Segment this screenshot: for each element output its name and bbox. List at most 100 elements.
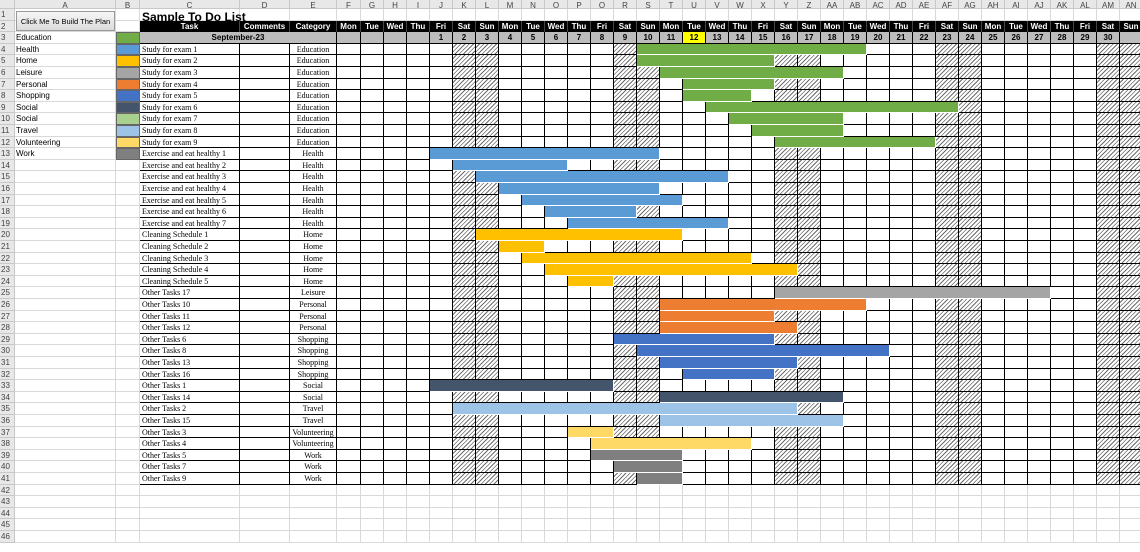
weekend-cell[interactable] <box>1097 206 1120 218</box>
weekend-cell[interactable] <box>936 113 959 125</box>
day-cell[interactable] <box>361 171 384 183</box>
grid-cell[interactable] <box>660 496 683 508</box>
day-cell[interactable] <box>591 241 614 253</box>
day-cell[interactable] <box>384 55 407 67</box>
day-cell[interactable] <box>337 438 361 450</box>
weekend-cell[interactable] <box>1120 426 1140 439</box>
row-header[interactable]: 43 <box>0 496 15 508</box>
day-cell[interactable] <box>1051 78 1074 91</box>
day-cell[interactable] <box>337 345 361 357</box>
task-comment[interactable] <box>240 43 290 56</box>
day-cell[interactable] <box>683 287 706 299</box>
column-header[interactable]: AE <box>913 0 936 9</box>
day-cell[interactable] <box>1074 287 1097 299</box>
day-cell[interactable] <box>1028 345 1051 357</box>
day-cell[interactable] <box>1005 183 1028 195</box>
grid-cell[interactable] <box>290 507 337 520</box>
grid-cell[interactable] <box>15 345 116 357</box>
grid-cell[interactable] <box>116 194 140 207</box>
day-cell[interactable] <box>407 287 430 299</box>
weekend-cell[interactable] <box>476 113 499 125</box>
day-cell[interactable] <box>568 55 591 67</box>
weekend-cell[interactable] <box>453 473 476 485</box>
weekend-cell[interactable] <box>1120 322 1140 334</box>
day-cell[interactable] <box>821 78 844 91</box>
day-cell[interactable] <box>407 171 430 183</box>
weekend-cell[interactable] <box>1097 148 1120 160</box>
task-name[interactable]: Exercise and eat healthy 7 <box>140 217 240 230</box>
grid-cell[interactable] <box>15 322 116 334</box>
day-cell[interactable] <box>407 449 430 462</box>
weekend-cell[interactable] <box>936 403 959 415</box>
grid-cell[interactable] <box>140 519 240 531</box>
day-cell[interactable] <box>982 101 1005 114</box>
day-cell[interactable] <box>913 229 936 241</box>
weekend-cell[interactable] <box>1120 90 1140 102</box>
day-cell[interactable] <box>591 55 614 67</box>
weekend-cell[interactable] <box>959 357 982 369</box>
weekend-cell[interactable] <box>637 159 660 172</box>
task-comment[interactable] <box>240 78 290 91</box>
grid-cell[interactable] <box>591 519 614 531</box>
day-cell[interactable] <box>1051 252 1074 265</box>
grid-cell[interactable] <box>660 531 683 543</box>
day-cell[interactable] <box>913 310 936 323</box>
task-name[interactable]: Other Tasks 4 <box>140 438 240 450</box>
grid-cell[interactable] <box>15 426 116 439</box>
grid-cell[interactable] <box>1051 507 1074 520</box>
grid-cell[interactable] <box>116 20 140 33</box>
day-cell[interactable] <box>545 449 568 462</box>
grid-cell[interactable] <box>15 217 116 230</box>
weekend-cell[interactable] <box>1097 194 1120 207</box>
weekend-cell[interactable] <box>936 217 959 230</box>
grid-cell[interactable] <box>15 496 116 508</box>
day-cell[interactable] <box>1051 299 1074 311</box>
day-cell[interactable] <box>1051 415 1074 427</box>
day-cell[interactable] <box>752 194 775 207</box>
grid-cell[interactable] <box>591 9 614 21</box>
weekend-cell[interactable] <box>959 345 982 357</box>
day-cell[interactable] <box>844 55 867 67</box>
grid-cell[interactable] <box>1074 519 1097 531</box>
day-cell[interactable] <box>1051 171 1074 183</box>
task-comment[interactable] <box>240 171 290 183</box>
day-cell[interactable] <box>1005 438 1028 450</box>
task-comment[interactable] <box>240 426 290 439</box>
weekend-cell[interactable] <box>1120 333 1140 346</box>
day-cell[interactable] <box>1005 322 1028 334</box>
day-cell[interactable] <box>407 101 430 114</box>
grid-cell[interactable] <box>890 9 913 21</box>
task-category[interactable]: Home <box>290 229 337 241</box>
day-cell[interactable] <box>1028 299 1051 311</box>
day-cell[interactable] <box>890 252 913 265</box>
day-cell[interactable] <box>1028 206 1051 218</box>
day-cell[interactable] <box>660 136 683 149</box>
day-cell[interactable] <box>844 241 867 253</box>
column-header[interactable]: P <box>568 0 591 9</box>
weekend-cell[interactable] <box>453 438 476 450</box>
day-cell[interactable] <box>1028 90 1051 102</box>
weekend-cell[interactable] <box>1120 78 1140 91</box>
category-legend-label[interactable]: Shopping <box>16 90 116 102</box>
day-cell[interactable] <box>1074 136 1097 149</box>
weekend-cell[interactable] <box>1097 449 1120 462</box>
day-cell[interactable] <box>337 171 361 183</box>
row-header[interactable]: 26 <box>0 299 15 311</box>
column-header[interactable]: A <box>15 0 116 9</box>
day-cell[interactable] <box>1051 275 1074 288</box>
day-cell[interactable] <box>499 136 522 149</box>
day-cell[interactable] <box>1005 217 1028 230</box>
day-cell[interactable] <box>430 264 453 276</box>
weekend-cell[interactable] <box>798 449 821 462</box>
grid-cell[interactable] <box>729 519 752 531</box>
day-cell[interactable] <box>867 333 890 346</box>
day-cell[interactable] <box>430 43 453 56</box>
day-cell[interactable] <box>752 287 775 299</box>
grid-cell[interactable] <box>15 484 116 497</box>
day-cell[interactable] <box>499 449 522 462</box>
day-cell[interactable] <box>1028 241 1051 253</box>
day-cell[interactable] <box>545 438 568 450</box>
weekend-cell[interactable] <box>936 299 959 311</box>
weekend-cell[interactable] <box>959 90 982 102</box>
grid-cell[interactable] <box>798 519 821 531</box>
